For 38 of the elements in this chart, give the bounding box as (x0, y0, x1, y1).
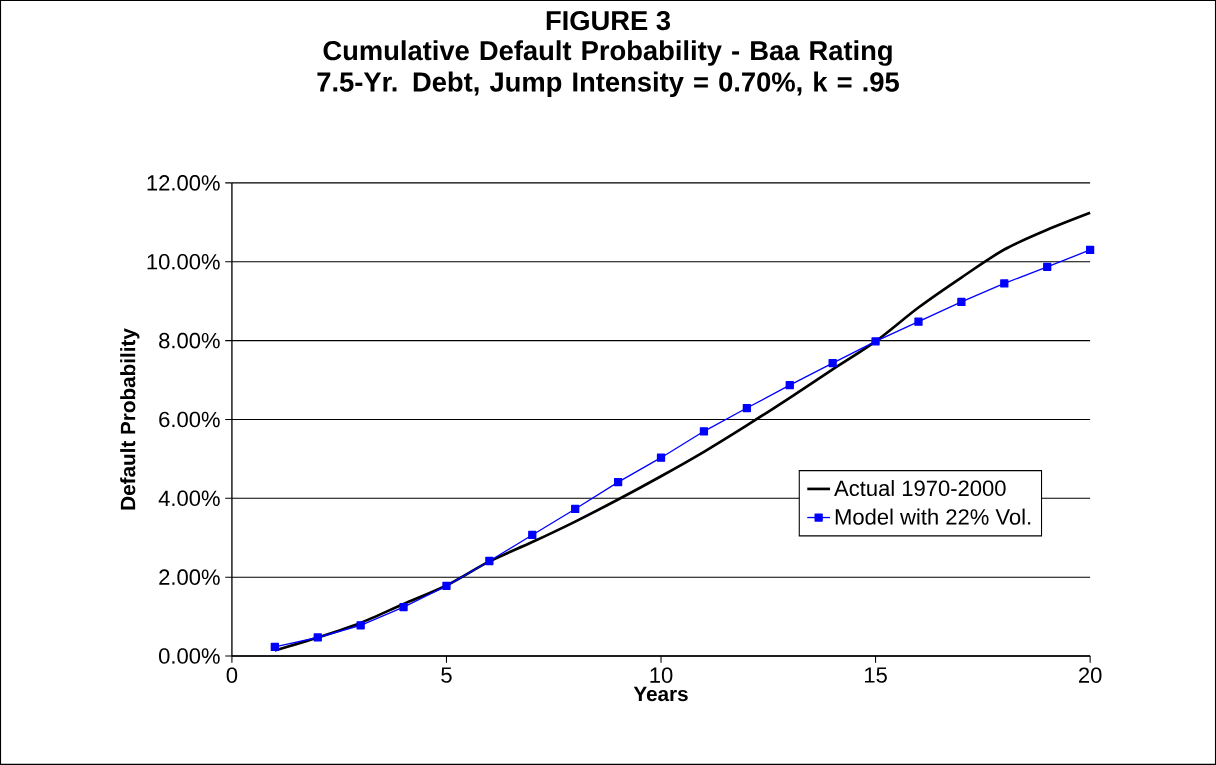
point (528, 530, 537, 540)
point (914, 317, 923, 326)
x-tick-label: 15 (865, 667, 887, 683)
point (1043, 262, 1052, 272)
y-tick-label: 4.00% (158, 490, 220, 507)
x-tick-label: 5 (441, 667, 452, 683)
y-tick-label: 0.00% (159, 648, 220, 664)
y-tick-label: 10.00% (147, 254, 220, 270)
point (270, 642, 279, 652)
point (571, 504, 580, 514)
point (1000, 279, 1009, 288)
point (871, 337, 880, 346)
legend-label: Actual 1970-2000 (834, 480, 1006, 497)
point (613, 478, 623, 487)
y-tick-label: 12.00% (147, 175, 220, 191)
point (656, 453, 666, 462)
y-tick-label: 2.00% (159, 569, 220, 585)
point (957, 297, 966, 307)
point (828, 358, 837, 368)
x-axis-title: Years (633, 686, 688, 702)
x-tick-label: 0 (226, 667, 238, 684)
x-tick-label: 10 (650, 667, 673, 684)
point (785, 381, 794, 390)
point (313, 633, 322, 642)
legend-label: Model with 22% Vol. (835, 508, 1031, 525)
y-tick-label: 8.00% (159, 332, 220, 349)
y-axis-title: Default Probability (120, 328, 140, 510)
point (485, 556, 494, 566)
chart-subtitle: Cumulative Default Probability - Baa Rating 7.5-Yr. Debt, Jump Intensity = 0.70%, k = .95 (317, 40, 899, 98)
point (1085, 245, 1095, 255)
point (742, 403, 751, 413)
point (356, 621, 365, 630)
point (699, 427, 709, 436)
y-tick-label: 6.00% (159, 411, 220, 428)
chart-title: FIGURE 3 (546, 10, 671, 31)
x-tick-label: 20 (1078, 667, 1102, 684)
point (399, 603, 408, 612)
point (442, 581, 451, 591)
